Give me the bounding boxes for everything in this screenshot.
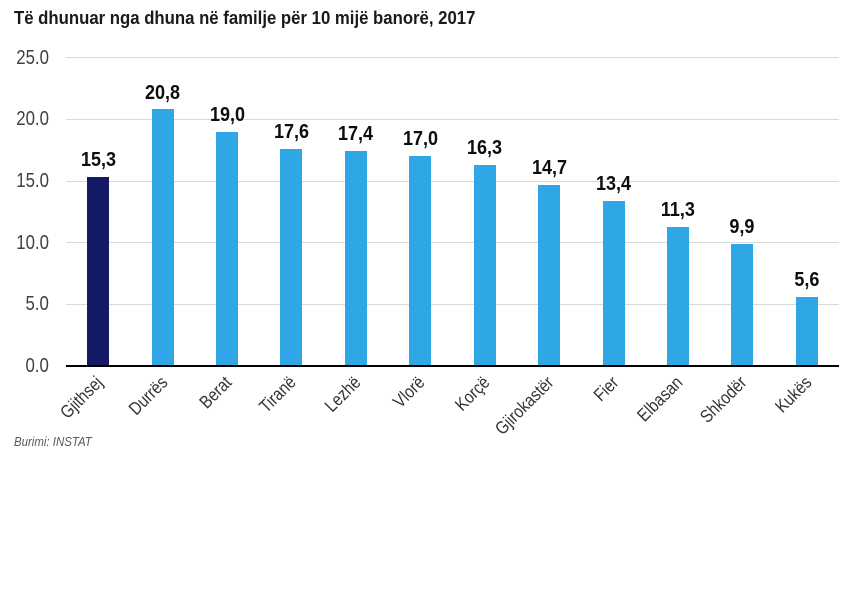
gridline [66,118,839,120]
value-label: 15,3 [80,149,116,172]
value-label: 5,6 [794,268,820,291]
bar-berat [216,131,239,366]
value-label: 20,8 [145,81,181,104]
bar-vlorë [409,156,432,366]
value-label: 17,0 [402,128,438,151]
y-axis-tick-label: 5.0 [25,293,49,316]
bar-elbasan [666,226,689,366]
y-axis-tick-label: 10.0 [15,231,49,254]
gridline [66,242,839,244]
x-axis-category-label: Tiranë [255,371,300,417]
x-axis-category-label: Elbasan [633,371,687,426]
value-label: 13,4 [596,172,632,195]
x-axis-category-label: Gjirokastër [491,371,558,439]
value-label: 16,3 [467,137,503,159]
y-axis-tick-label: 15.0 [15,170,49,193]
bar-lezhë [344,151,367,366]
value-label: 14,7 [531,156,567,179]
bar-fier [602,200,625,366]
x-axis-category-label: Berat [195,371,236,412]
bar-gjithsej [87,177,110,366]
bar-gjirokastër [538,184,561,366]
gridline [66,57,839,59]
bar-kukës [795,296,818,366]
gridline [66,180,839,182]
y-axis-tick-label: 0.0 [25,355,49,377]
bar-shkodër [731,243,754,366]
value-label: 17,4 [338,123,374,146]
value-label: 19,0 [209,103,245,126]
value-label: 17,6 [273,120,309,143]
bar-chart: Të dhunuar nga dhuna në familje për 10 m… [14,7,839,449]
value-label: 9,9 [729,215,755,238]
bar-durrës [151,109,174,366]
bar-korçë [473,164,496,366]
bar-tiranë [280,148,303,366]
chart-title: Të dhunuar nga dhuna në familje për 10 m… [14,7,476,28]
value-label: 11,3 [660,198,695,221]
source-note: Burimi: INSTAT [14,434,92,449]
y-axis-tick-label: 20.0 [15,108,49,131]
x-axis-line [66,365,839,367]
x-axis-category-label: Vlorë [389,371,429,412]
y-axis-tick-label: 25.0 [15,46,49,69]
gridline [66,303,839,305]
